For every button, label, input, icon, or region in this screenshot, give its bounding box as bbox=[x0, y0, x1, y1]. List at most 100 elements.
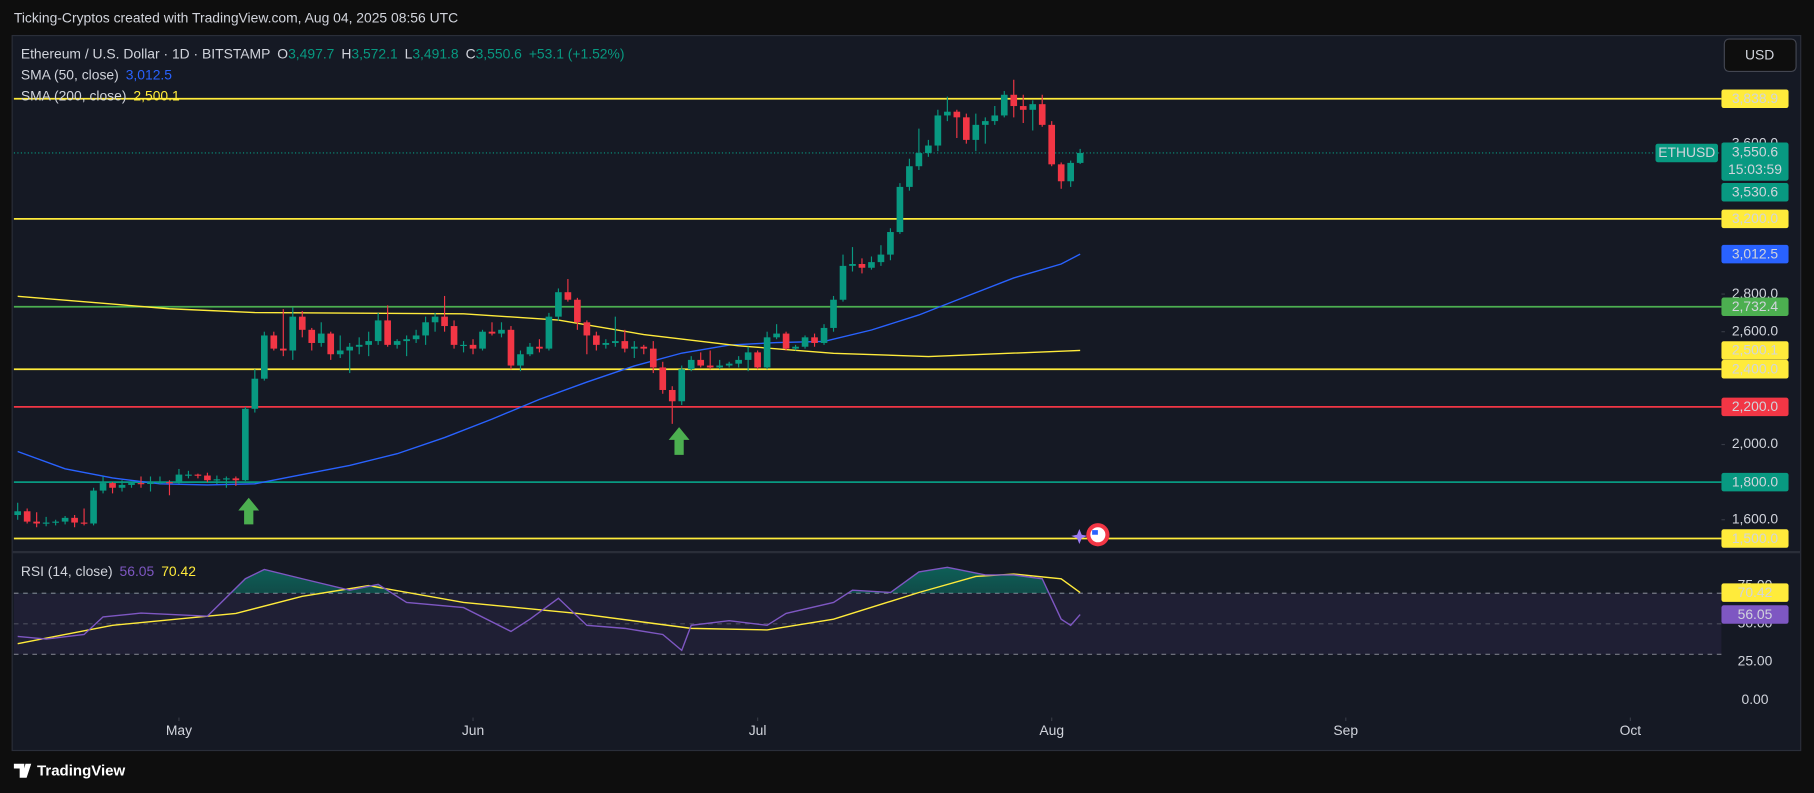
rsi-tick-label: 0.00 bbox=[1741, 691, 1768, 707]
legend-item: 56.05 bbox=[120, 562, 155, 578]
candle-body bbox=[137, 483, 145, 485]
candle-body bbox=[991, 115, 999, 122]
candle-body bbox=[782, 333, 790, 349]
candle-body bbox=[773, 333, 780, 338]
candle-body bbox=[393, 341, 401, 345]
candle-body bbox=[555, 292, 562, 317]
level-label-text: 1,800.0 bbox=[1732, 473, 1779, 489]
candle-body bbox=[668, 389, 676, 402]
candle-body bbox=[147, 482, 154, 485]
candle-body bbox=[659, 367, 667, 390]
candle-body bbox=[830, 299, 837, 328]
candle-body bbox=[194, 474, 202, 476]
candle-body bbox=[80, 522, 88, 524]
legend-item: RSI (14, close) bbox=[21, 562, 113, 578]
candle-body bbox=[251, 378, 259, 409]
level-label-box bbox=[1721, 472, 1789, 492]
candle-body bbox=[953, 111, 961, 118]
legend-item: +53.1 (+1.52%) bbox=[529, 45, 625, 61]
candle-body bbox=[621, 341, 629, 349]
legend-item: 3,550.6 bbox=[476, 45, 523, 61]
legend-line: RSI (14, close) 56.05 70.42 bbox=[21, 562, 196, 578]
candle-body bbox=[593, 335, 600, 345]
event-icon[interactable] bbox=[1071, 528, 1088, 545]
candle-body bbox=[99, 483, 107, 491]
candle-body bbox=[517, 354, 524, 366]
rsi-label-box bbox=[1721, 583, 1789, 602]
candle-body bbox=[460, 344, 467, 347]
x-tick-label: Jul bbox=[749, 722, 767, 738]
ticker-box bbox=[1655, 143, 1718, 163]
rsi-label-text: 56.05 bbox=[1738, 606, 1773, 622]
candle-body bbox=[128, 483, 135, 485]
candle-body bbox=[450, 326, 458, 345]
candle-body bbox=[33, 521, 40, 524]
candle-body bbox=[858, 264, 866, 268]
level-label-text: 2,732.4 bbox=[1732, 298, 1779, 314]
candle-body bbox=[422, 322, 429, 336]
y-tick-label: 1,600.0 bbox=[1732, 510, 1779, 526]
candle-body bbox=[630, 346, 638, 349]
legend-line: SMA (50, close) 3,012.5 bbox=[21, 66, 172, 82]
attribution: Ticking-Cryptos created with TradingView… bbox=[14, 9, 458, 25]
candle-body bbox=[649, 348, 657, 368]
candle-body bbox=[981, 121, 989, 125]
level-label-box bbox=[1721, 89, 1789, 108]
sma-label-box bbox=[1721, 341, 1789, 360]
candle-body bbox=[906, 166, 913, 187]
event-flag-inner bbox=[1090, 527, 1106, 543]
rsi-overbought bbox=[17, 567, 1081, 594]
x-tick-label: May bbox=[166, 722, 192, 738]
candle-body bbox=[498, 329, 505, 334]
level-label-text: 2,200.0 bbox=[1732, 398, 1779, 414]
rsi-tick-label: 25.00 bbox=[1738, 653, 1773, 669]
candle-body bbox=[1067, 162, 1074, 182]
candle-body bbox=[327, 333, 335, 355]
candle-body bbox=[640, 346, 648, 349]
candle-body bbox=[488, 331, 496, 334]
ticker-label: ETHUSD bbox=[1658, 144, 1715, 160]
legend-item: C bbox=[466, 45, 476, 61]
price-pane bbox=[13, 79, 1722, 540]
candle-body bbox=[792, 346, 799, 349]
candle-body bbox=[868, 262, 875, 268]
candle-body bbox=[1000, 94, 1008, 116]
candle-body bbox=[944, 111, 951, 116]
legend-item: 3,497.7 bbox=[288, 45, 335, 61]
candle-body bbox=[355, 344, 363, 347]
candle-body bbox=[1029, 104, 1037, 110]
legend-line: Ethereum / U.S. Dollar · 1D · BITSTAMP O3… bbox=[21, 45, 625, 61]
sma-label-box bbox=[1721, 244, 1789, 264]
candle-body bbox=[479, 331, 486, 349]
x-tick-label: Jun bbox=[462, 722, 484, 738]
candle-body bbox=[801, 337, 809, 347]
level-label-box bbox=[1721, 529, 1789, 548]
currency-button[interactable] bbox=[1723, 38, 1797, 72]
candle-body bbox=[811, 337, 818, 343]
candle-body bbox=[14, 511, 21, 516]
legend-item: Ethereum / U.S. Dollar · 1D · BITSTAMP bbox=[21, 45, 271, 61]
candle-body bbox=[887, 232, 894, 255]
level-label-text: 1,500.0 bbox=[1732, 530, 1779, 546]
candle-body bbox=[289, 316, 297, 351]
rsi-label-text: 70.42 bbox=[1738, 584, 1773, 600]
candle-body bbox=[42, 522, 50, 524]
second-price-box bbox=[1721, 183, 1789, 202]
candle-body bbox=[1048, 124, 1056, 165]
y-tick-label: 2,800.0 bbox=[1732, 285, 1779, 301]
candle-body bbox=[612, 341, 619, 343]
legend-item: L bbox=[405, 45, 413, 61]
candle-body bbox=[166, 482, 173, 484]
sma-line bbox=[17, 295, 1081, 358]
candle-body bbox=[915, 153, 923, 167]
candle-body bbox=[564, 292, 572, 300]
candle-body bbox=[602, 342, 610, 345]
legend-item: 3,572.1 bbox=[351, 45, 398, 61]
candle-body bbox=[687, 359, 695, 370]
candle-body bbox=[308, 329, 316, 343]
candle-body bbox=[706, 365, 714, 368]
candle-body bbox=[735, 359, 742, 364]
candle-body bbox=[545, 316, 553, 349]
candle-body bbox=[431, 316, 439, 323]
